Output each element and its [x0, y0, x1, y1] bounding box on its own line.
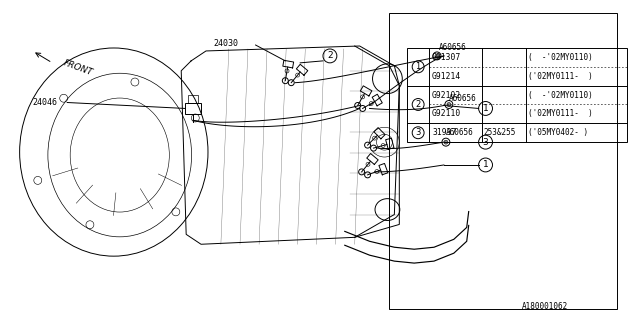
Text: ('05MY0402- ): ('05MY0402- ) — [528, 128, 588, 137]
Circle shape — [447, 102, 451, 107]
Bar — [389, 13, 618, 309]
Text: A60656: A60656 — [449, 94, 477, 103]
Bar — [185, 102, 201, 114]
Text: 3: 3 — [415, 128, 421, 137]
Circle shape — [371, 145, 376, 151]
Circle shape — [358, 169, 365, 175]
Bar — [407, 48, 627, 142]
Text: 31937: 31937 — [432, 128, 456, 137]
Text: 253&255: 253&255 — [484, 128, 516, 137]
Text: 2: 2 — [415, 100, 420, 109]
Circle shape — [365, 172, 371, 178]
Circle shape — [435, 54, 439, 58]
Text: G91214: G91214 — [432, 72, 461, 81]
Circle shape — [288, 80, 294, 86]
Bar — [188, 95, 198, 102]
Text: 1: 1 — [415, 62, 420, 71]
Text: 24030: 24030 — [213, 38, 238, 48]
Text: A60656: A60656 — [446, 128, 474, 137]
Circle shape — [360, 106, 365, 111]
Text: A180001062: A180001062 — [522, 302, 568, 311]
Circle shape — [444, 140, 448, 144]
Text: A60656: A60656 — [439, 44, 467, 52]
Text: (  -'02MY0110): ( -'02MY0110) — [528, 53, 593, 62]
Text: FRONT: FRONT — [62, 58, 94, 77]
Circle shape — [282, 78, 288, 84]
Text: ('02MY0111-  ): ('02MY0111- ) — [528, 109, 593, 118]
Circle shape — [365, 142, 371, 148]
Text: 1: 1 — [483, 104, 488, 113]
Circle shape — [445, 100, 453, 108]
Circle shape — [433, 52, 441, 60]
Text: G92102: G92102 — [432, 91, 461, 100]
Text: 2: 2 — [327, 52, 333, 60]
Text: (  -'02MY0110): ( -'02MY0110) — [528, 91, 593, 100]
Text: 3: 3 — [483, 138, 488, 147]
Circle shape — [442, 138, 450, 146]
Text: G91307: G91307 — [432, 53, 461, 62]
Text: 24046: 24046 — [33, 98, 58, 107]
Text: ('02MY0111-  ): ('02MY0111- ) — [528, 72, 593, 81]
Text: G92110: G92110 — [432, 109, 461, 118]
Text: 1: 1 — [483, 160, 488, 170]
Circle shape — [355, 102, 361, 108]
